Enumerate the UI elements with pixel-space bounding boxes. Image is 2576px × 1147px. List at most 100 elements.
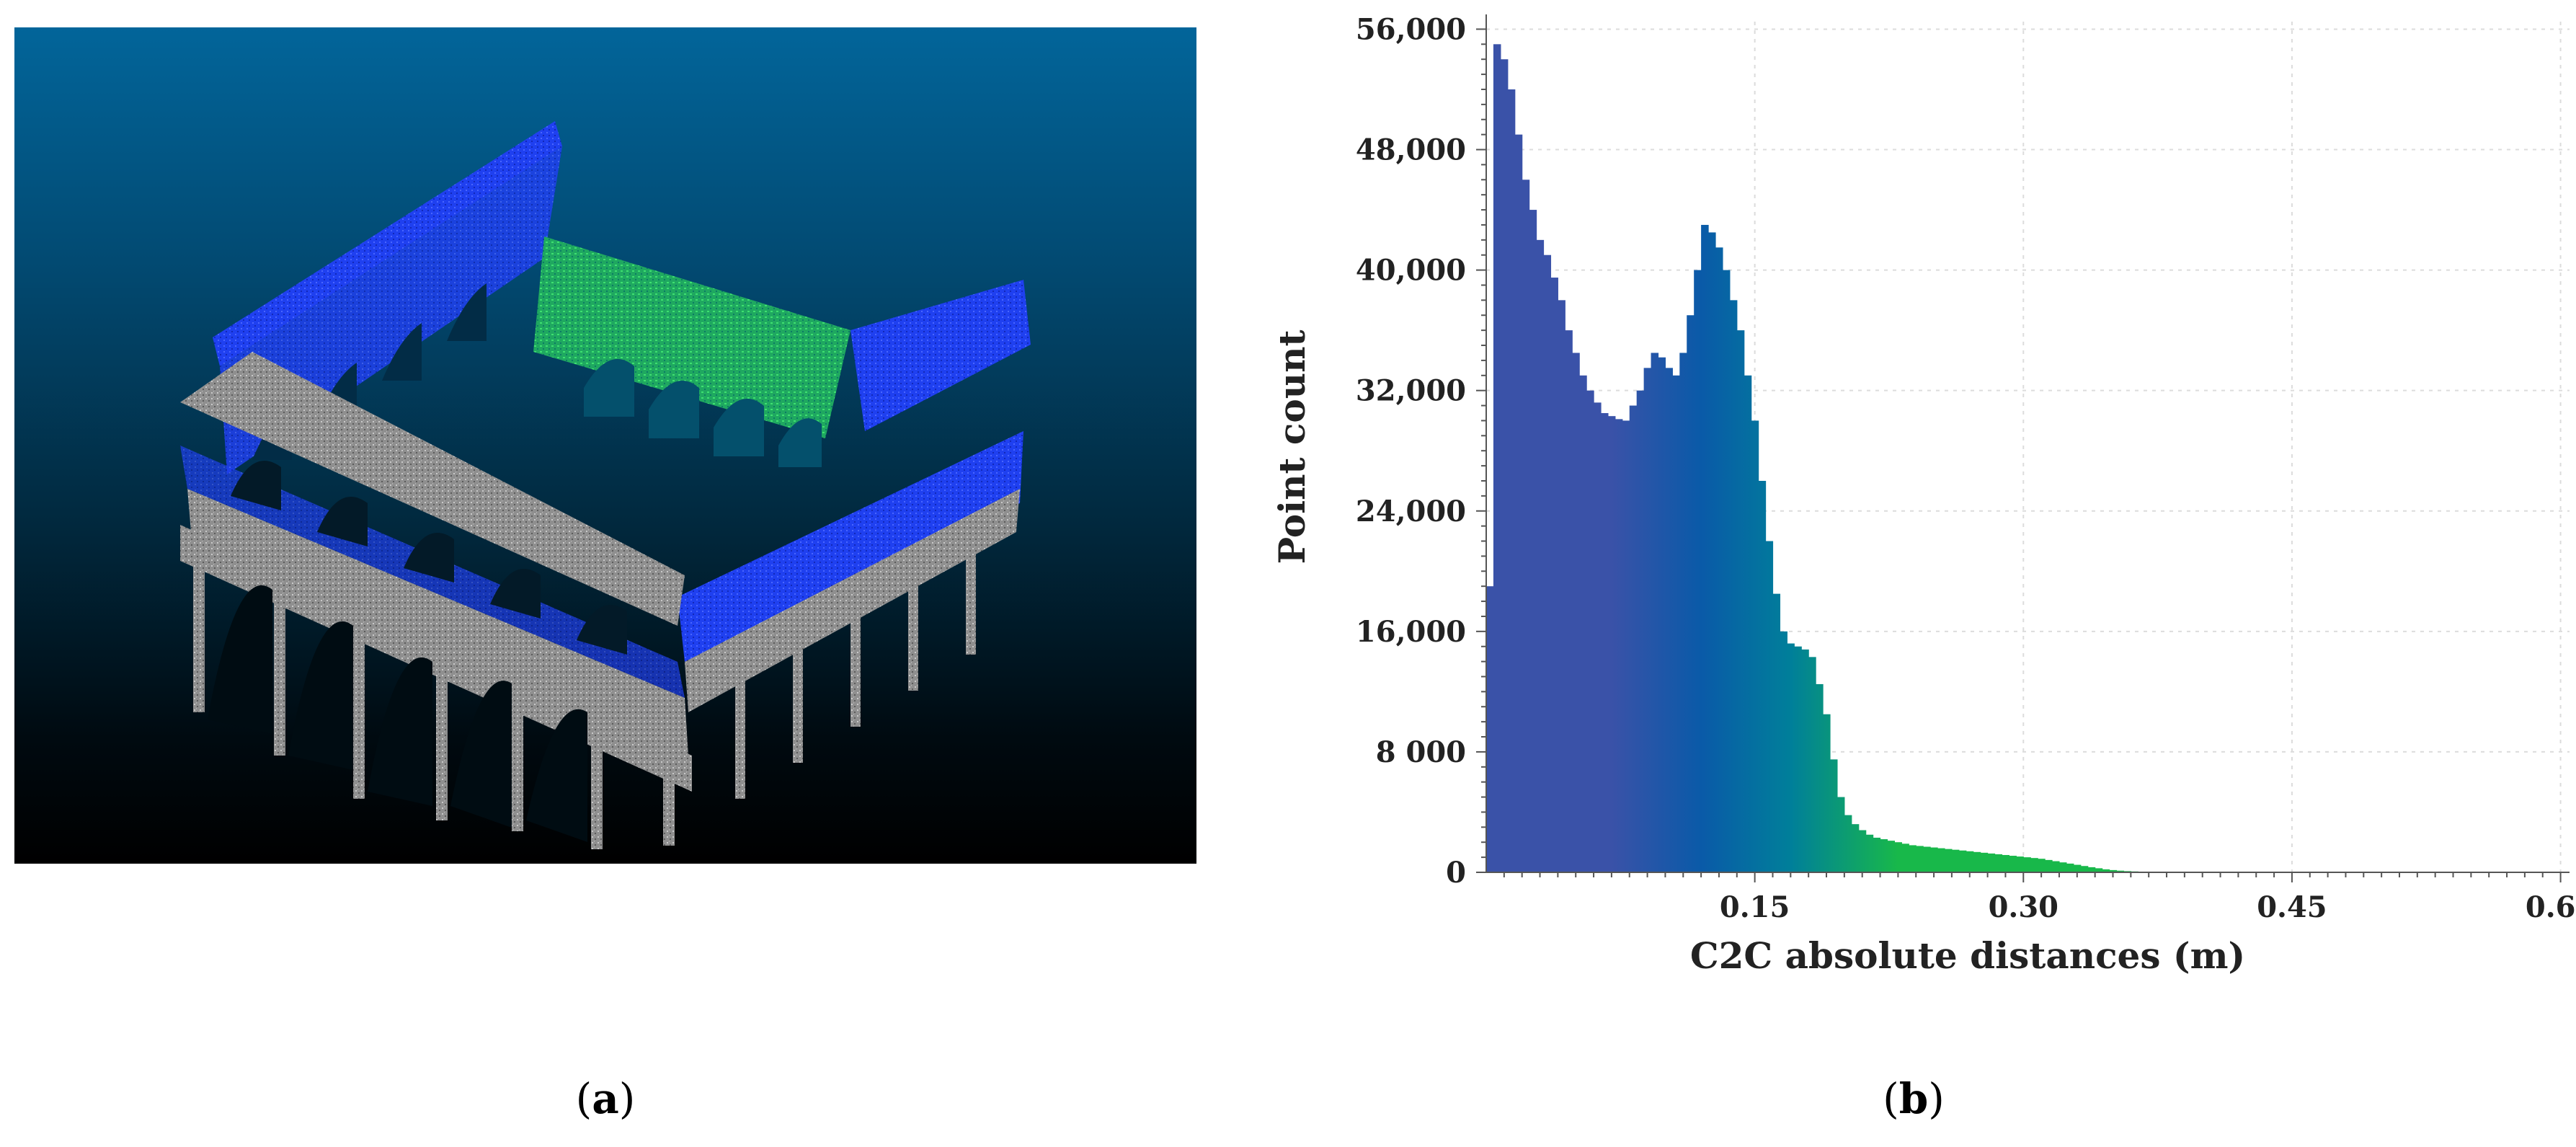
histogram-bar: [1672, 375, 1680, 872]
caption-b: (b): [1883, 1074, 1945, 1123]
x-tick-labels: 0.15 0.30 0.45 0.60: [1720, 890, 2576, 924]
histogram-bar: [1808, 657, 1816, 872]
y-tick-label: 8 000: [1376, 735, 1466, 769]
histogram-bar: [1658, 357, 1666, 873]
histogram-bar: [2102, 869, 2110, 872]
histogram-bar: [1894, 842, 1902, 872]
histogram-panel: 0 8 000 16,000 24,000 32,000 40,000 48,000 56,0…: [1247, 0, 2576, 1053]
histogram-bar: [1765, 541, 1774, 872]
histogram-bar: [1486, 586, 1494, 872]
histogram-bar: [2116, 870, 2125, 872]
histogram-bar: [1880, 839, 1888, 872]
histogram-bar: [1844, 815, 1852, 872]
histogram-bar: [1565, 330, 1573, 872]
histogram-bar: [1665, 368, 1673, 872]
histogram-bar: [2073, 864, 2082, 872]
histogram-bar: [1729, 300, 1738, 872]
histogram-bar: [1958, 850, 1967, 872]
histogram-bar: [1987, 853, 1996, 872]
histogram-bar: [1966, 851, 1974, 872]
histogram-bar: [1594, 402, 1602, 872]
histogram-bar: [1687, 315, 1695, 873]
histogram-bar: [1651, 353, 1659, 873]
histogram-bar: [2109, 869, 2118, 872]
histogram-bars: [1486, 44, 2203, 873]
histogram-bar: [2095, 868, 2103, 872]
histogram-bar: [1586, 390, 1594, 872]
y-tick-label: 24,000: [1356, 495, 1466, 528]
histogram-bar: [1514, 134, 1523, 873]
histogram-bar: [1994, 854, 2003, 872]
histogram-bar: [2002, 854, 2010, 872]
histogram-bar: [1944, 849, 1953, 872]
scene-back-wall-right: [533, 236, 850, 467]
histogram-bar: [1901, 843, 1909, 872]
histogram-bar: [1622, 420, 1630, 872]
point-cloud-view: [14, 27, 1196, 864]
axes: [1476, 14, 2570, 882]
histogram-bar: [2052, 861, 2060, 872]
y-tick-label: 40,000: [1356, 254, 1466, 288]
histogram-bar: [2038, 859, 2046, 872]
histogram-bar: [1536, 239, 1545, 872]
histogram-bar: [1600, 413, 1609, 872]
histogram-bar: [1980, 852, 1989, 872]
caption-a-open: (: [575, 1074, 592, 1123]
histogram-bar: [1679, 353, 1687, 873]
scene-front-gallery-upper: [180, 352, 688, 756]
y-tick-label: 56,000: [1356, 12, 1466, 46]
point-cloud-image: [180, 121, 1031, 849]
histogram-bar: [2016, 856, 2024, 872]
histogram-bar: [2058, 862, 2067, 872]
histogram-chart: 0 8 000 16,000 24,000 32,000 40,000 48,000 56,0…: [1271, 12, 2576, 977]
histogram-bar: [1937, 848, 1945, 872]
y-tick-label: 16,000: [1356, 615, 1466, 649]
x-tick-label: 0.15: [1720, 890, 1790, 924]
y-tick-labels: 0 8 000 16,000 24,000 32,000 40,000 48,000 56,0…: [1356, 12, 1466, 890]
histogram-bar: [1493, 44, 1501, 873]
caption-b-open: (: [1883, 1074, 1899, 1123]
histogram-bar: [1507, 89, 1516, 872]
histogram-bar: [1694, 270, 1702, 872]
scene-front-gallery-lower: [180, 525, 692, 849]
histogram-bar: [1816, 683, 1824, 872]
histogram-bar: [1500, 59, 1509, 872]
histogram-bar: [1923, 846, 1931, 872]
histogram-bar: [1715, 247, 1723, 873]
histogram-bar: [1930, 847, 1938, 872]
x-axis-title: C2C absolute distances (m): [1690, 934, 2245, 977]
x-tick-label: 0.30: [1989, 890, 2058, 924]
histogram-bar: [1851, 824, 1860, 872]
caption-a-letter: a: [592, 1074, 619, 1123]
histogram-bar: [1736, 330, 1745, 872]
histogram-bar: [1558, 300, 1565, 872]
histogram-bar: [1701, 224, 1709, 872]
histogram-bar: [1951, 849, 1960, 872]
x-tick-label: 0.45: [2257, 890, 2327, 924]
y-tick-label: 32,000: [1356, 374, 1466, 408]
histogram-bar: [1801, 649, 1809, 872]
y-tick-label: 48,000: [1356, 133, 1466, 167]
caption-a-close: ): [618, 1074, 636, 1123]
histogram-bar: [1636, 390, 1645, 872]
histogram-bar: [2030, 858, 2038, 872]
caption-b-close: ): [1928, 1074, 1945, 1123]
histogram-bar: [1887, 841, 1896, 872]
histogram-bar: [1909, 845, 1917, 872]
histogram-bar: [1836, 797, 1845, 872]
histogram-bar: [2045, 859, 2053, 872]
caption-b-letter: b: [1898, 1074, 1929, 1123]
histogram-bar: [1829, 759, 1838, 872]
caption-a: (a): [576, 1074, 636, 1123]
histogram-bar: [1787, 643, 1795, 872]
histogram-bar: [1529, 210, 1537, 872]
histogram-bar: [2087, 867, 2096, 872]
histogram-bar: [1744, 375, 1752, 872]
x-tick-label: 0.60: [2526, 890, 2576, 924]
y-axis-title: Point count: [1271, 329, 1313, 564]
histogram-bar: [1629, 405, 1638, 872]
scene-right-gallery-lower: [685, 489, 1020, 799]
histogram-bar: [2023, 857, 2031, 872]
histogram-bar: [1722, 270, 1731, 872]
histogram-bar: [1780, 631, 1787, 872]
